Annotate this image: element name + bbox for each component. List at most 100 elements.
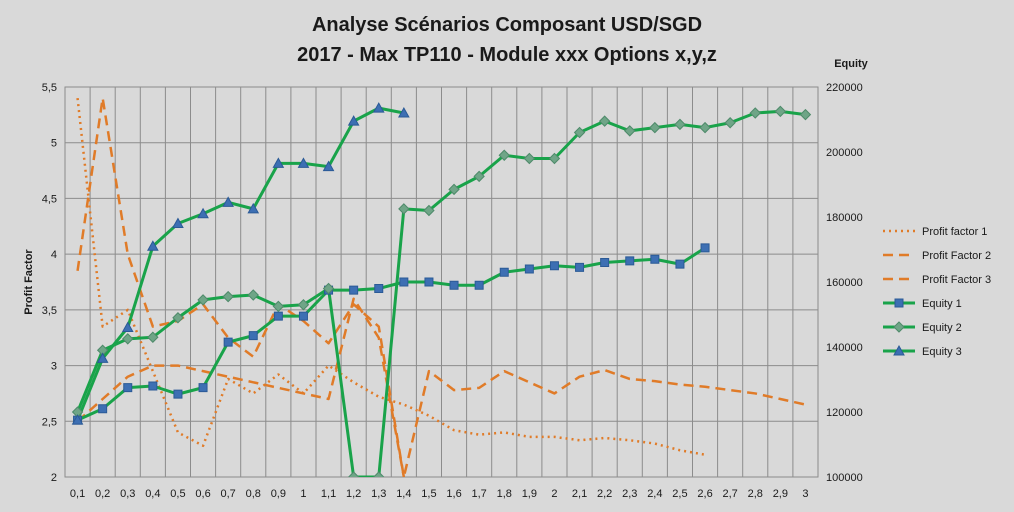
- x-tick-label: 0,5: [170, 488, 185, 500]
- series-point-6: [398, 106, 410, 118]
- series-point-5: [774, 105, 787, 118]
- x-tick-label: 1,9: [522, 488, 537, 500]
- legend-label-6: Equity 3: [922, 346, 962, 358]
- x-tick-label: 1,1: [321, 488, 336, 500]
- series-point-6: [222, 196, 234, 207]
- series-point-5: [573, 126, 586, 139]
- series-point-4: [198, 383, 208, 393]
- series-point-6: [172, 217, 184, 228]
- series-point-5: [498, 149, 510, 161]
- y-left-tick-label: 5: [51, 138, 57, 150]
- chart-title-line1: Analyse Scénarios Composant USD/SGD: [312, 14, 702, 36]
- x-tick-label: 0,8: [246, 488, 261, 500]
- series-point-5: [373, 471, 385, 477]
- chart-title-line2: 2017 - Max TP110 - Module xxx Options x,…: [297, 44, 717, 66]
- y-left-tick-label: 2: [51, 472, 57, 484]
- y-right-tick-label: 160000: [826, 277, 863, 289]
- y-right-axis-title: Equity: [834, 58, 868, 70]
- series-point-6: [197, 207, 209, 219]
- x-tick-label: 2,3: [622, 488, 637, 500]
- series-point-4: [650, 254, 660, 264]
- series-line-1: [76, 98, 706, 456]
- x-tick-label: 2,2: [597, 488, 612, 500]
- x-tick-label: 3: [802, 488, 808, 500]
- series-point-5: [724, 117, 736, 129]
- y-right-tick-label: 140000: [826, 342, 863, 354]
- legend-label-5: Equity 2: [922, 322, 962, 334]
- x-tick-label: 1,3: [371, 488, 386, 500]
- x-tick-label: 0,6: [195, 488, 210, 500]
- x-tick-label: 2,7: [723, 488, 738, 500]
- x-tick-label: 1,4: [396, 488, 411, 500]
- y-left-tick-label: 3,5: [42, 305, 57, 317]
- x-tick-label: 1,7: [472, 488, 487, 500]
- x-tick-label: 2,5: [672, 488, 687, 500]
- y-right-tick-label: 120000: [826, 407, 863, 419]
- series-point-4: [248, 331, 258, 341]
- series-point-4: [148, 381, 158, 391]
- series-point-5: [423, 204, 435, 217]
- legend-label-2: Profit Factor 2: [922, 250, 991, 262]
- x-tick-label: 1: [300, 488, 306, 500]
- series-point-4: [449, 280, 459, 290]
- series-point-5: [297, 299, 310, 311]
- series-point-6: [347, 115, 360, 126]
- series-point-4: [675, 259, 685, 269]
- x-tick-label: 1,2: [346, 488, 361, 500]
- x-tick-label: 1,6: [446, 488, 461, 500]
- series-point-4: [298, 311, 308, 321]
- series-point-4: [424, 277, 434, 287]
- series-point-6: [322, 160, 335, 172]
- x-tick-label: 1,5: [421, 488, 436, 500]
- series-point-5: [749, 107, 761, 119]
- legend-label-4: Equity 1: [922, 298, 962, 310]
- series-point-4: [399, 277, 409, 287]
- series-point-4: [549, 261, 559, 271]
- series-point-5: [674, 118, 686, 131]
- series-point-5: [172, 312, 184, 324]
- x-tick-label: 2,6: [697, 488, 712, 500]
- series-line-2: [76, 96, 806, 477]
- series-point-6: [247, 202, 260, 214]
- series-point-4: [173, 389, 183, 399]
- series-point-5: [122, 333, 134, 345]
- series-point-5: [322, 282, 335, 295]
- y-right-tick-label: 100000: [826, 472, 863, 484]
- series-point-5: [222, 290, 234, 303]
- x-tick-label: 0,7: [221, 488, 236, 500]
- series-point-5: [448, 183, 460, 196]
- series-point-4: [374, 284, 384, 293]
- series-point-5: [799, 108, 812, 121]
- series-point-4: [273, 311, 283, 321]
- series-point-4: [575, 262, 585, 272]
- legend-marker-6: [893, 344, 905, 356]
- series-point-5: [197, 294, 209, 306]
- series-point-4: [349, 285, 359, 295]
- series-point-6: [147, 240, 159, 251]
- y-right-tick-label: 200000: [826, 147, 863, 159]
- series-point-4: [600, 258, 610, 267]
- series-point-4: [700, 243, 710, 253]
- series-point-4: [625, 256, 635, 266]
- series-point-5: [548, 152, 561, 165]
- x-tick-label: 0,2: [95, 488, 110, 500]
- series-point-6: [121, 321, 134, 332]
- x-tick-label: 0,1: [70, 488, 85, 500]
- legend-label-3: Profit Factor 3: [922, 274, 991, 286]
- series-line-6: [76, 106, 405, 421]
- series-point-5: [523, 152, 536, 165]
- y-right-tick-label: 180000: [826, 212, 863, 224]
- series-point-6: [372, 102, 385, 113]
- legend-marker-5: [893, 321, 905, 333]
- y-left-tick-label: 5,5: [42, 82, 57, 94]
- y-left-tick-label: 4: [51, 249, 57, 261]
- series-point-6: [71, 414, 84, 425]
- x-tick-label: 2,9: [773, 488, 788, 500]
- grid: [64, 86, 819, 478]
- series-point-5: [649, 121, 661, 134]
- series-line-3: [76, 297, 406, 477]
- series-point-4: [499, 267, 509, 277]
- series-point-4: [123, 383, 133, 393]
- series-point-6: [96, 352, 109, 363]
